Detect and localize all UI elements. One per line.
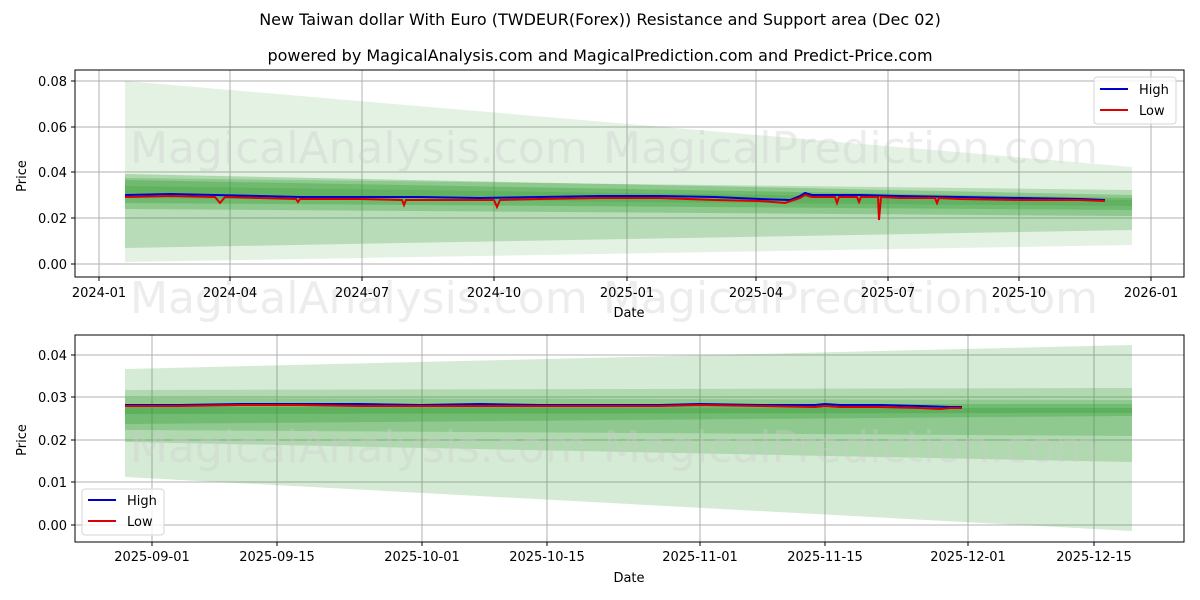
watermark-magicalanalysis: MagicalAnalysis.com [130,123,588,174]
svg-text:2025-01: 2025-01 [600,286,654,301]
chart-subtitle: powered by MagicalAnalysis.com and Magic… [267,46,933,65]
svg-text:0.03: 0.03 [38,391,67,406]
svg-text:2025-04: 2025-04 [729,286,783,301]
svg-text:0.08: 0.08 [38,75,67,90]
bottom-x-tick-labels: 2025-09-01 2025-09-15 2025-10-01 2025-10… [114,550,1132,565]
svg-text:2025-10-01: 2025-10-01 [384,550,460,565]
legend-high-label: High [1139,83,1169,98]
svg-text:0.04: 0.04 [38,349,67,364]
bottom-grid [75,335,1184,542]
watermark-magicalanalysis-3: MagicalAnalysis.com [130,422,588,473]
watermark-magicalprediction-2: MagicalPrediction.com [603,273,1098,324]
bottom-legend: High Low [81,488,165,536]
top-y-axis-label: Price [15,160,30,192]
svg-text:2025-12-15: 2025-12-15 [1056,550,1132,565]
legend-low-label: Low [1139,104,1165,119]
top-chart: MagicalAnalysis.com MagicalPrediction.co… [15,69,1185,324]
top-legend: High Low [1093,76,1177,125]
top-x-tick-labels: 2024-01 2024-04 2024-07 2024-10 2025-01 … [72,286,1178,301]
svg-text:2024-04: 2024-04 [203,286,257,301]
svg-text:0.02: 0.02 [38,434,67,449]
watermark-magicalprediction-3: MagicalPrediction.com [603,422,1098,473]
top-x-axis-label: Date [613,306,644,321]
svg-text:2024-01: 2024-01 [72,286,126,301]
legend-high-label: High [127,494,157,509]
svg-text:2024-10: 2024-10 [467,286,521,301]
chart-title: New Taiwan dollar With Euro (TWDEUR(Fore… [259,10,941,29]
top-grid [75,70,1184,277]
svg-text:2025-11-15: 2025-11-15 [787,550,863,565]
top-axes-frame [74,69,1185,278]
bottom-support-resistance-bands [125,345,1132,531]
svg-text:0.01: 0.01 [38,476,67,491]
svg-text:0.02: 0.02 [38,212,67,227]
bottom-y-tick-labels: 0.04 0.03 0.02 0.01 0.00 [38,349,67,534]
top-high-line [124,191,1106,202]
legend-low-label: Low [127,515,153,530]
bottom-y-axis-label: Price [15,424,30,456]
svg-text:2025-07: 2025-07 [861,286,915,301]
bottom-axes-frame [74,334,1185,543]
top-low-line [124,193,1106,221]
svg-text:0.00: 0.00 [38,258,67,273]
watermark-magicalprediction: MagicalPrediction.com [603,123,1098,174]
bottom-chart: MagicalAnalysis.com MagicalPrediction.co… [15,334,1185,586]
svg-text:2025-10: 2025-10 [992,286,1046,301]
svg-text:2025-09-15: 2025-09-15 [239,550,315,565]
svg-text:2024-07: 2024-07 [335,286,389,301]
svg-text:0.04: 0.04 [38,166,67,181]
svg-text:2025-10-15: 2025-10-15 [509,550,585,565]
svg-text:2025-09-01: 2025-09-01 [114,550,190,565]
svg-text:2026-01: 2026-01 [1124,286,1178,301]
svg-text:2025-12-01: 2025-12-01 [930,550,1006,565]
bottom-low-line [125,403,962,411]
svg-text:0.00: 0.00 [38,519,67,534]
svg-text:2025-11-01: 2025-11-01 [662,550,738,565]
bottom-x-axis-label: Date [613,571,644,586]
watermark-magicalanalysis-2: MagicalAnalysis.com [130,273,588,324]
top-y-tick-labels: 0.08 0.06 0.04 0.02 0.00 [38,75,67,273]
svg-text:0.06: 0.06 [38,121,67,136]
